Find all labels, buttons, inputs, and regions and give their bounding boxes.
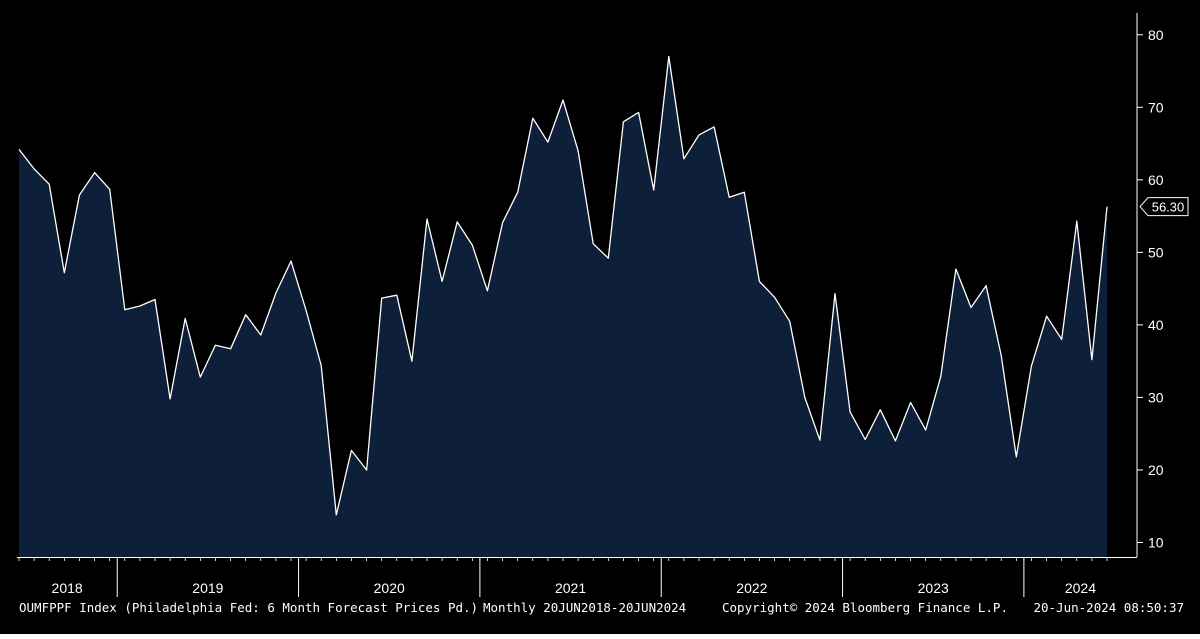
footer-range: Monthly 20JUN2018-20JUN2024 xyxy=(483,600,686,615)
x-year-label: 2019 xyxy=(192,580,223,596)
chart-footer: OUMFPPF Index (Philadelphia Fed: 6 Month… xyxy=(19,600,1184,615)
x-year-label: 2024 xyxy=(1065,580,1096,596)
x-year-label: 2018 xyxy=(52,580,83,596)
y-tick-label: 60 xyxy=(1148,172,1164,188)
y-tick-label: 40 xyxy=(1148,317,1164,333)
last-value-label: 56.30 xyxy=(1152,200,1185,215)
series-area-fill xyxy=(19,56,1107,557)
y-tick-label: 50 xyxy=(1148,244,1164,260)
y-tick-label: 10 xyxy=(1148,534,1164,550)
x-year-label: 2023 xyxy=(918,580,949,596)
y-tick-label: 80 xyxy=(1148,27,1164,43)
footer-ticker: OUMFPPF Index (Philadelphia Fed: 6 Month… xyxy=(19,600,478,615)
y-tick-label: 30 xyxy=(1148,389,1164,405)
x-year-label: 2022 xyxy=(736,580,767,596)
series-line xyxy=(18,55,1108,516)
x-year-label: 2020 xyxy=(374,580,405,596)
footer-timestamp: 20-Jun-2024 08:50:37 xyxy=(1033,600,1184,615)
x-year-label: 2021 xyxy=(555,580,586,596)
x-axis-band xyxy=(17,557,1137,599)
y-tick-label: 70 xyxy=(1148,99,1164,115)
y-axis: 10 20 30 40 50 60 70 80 xyxy=(1136,13,1164,557)
footer-copyright: Copyright© 2024 Bloomberg Finance L.P. xyxy=(722,600,1008,615)
last-value-marker: 56.30 xyxy=(1139,197,1189,217)
area-layer xyxy=(18,55,1108,557)
last-value-flag xyxy=(1139,197,1189,217)
y-tick-label: 20 xyxy=(1148,462,1164,478)
x-axis: 2018 2019 2020 2021 2022 2023 2024 xyxy=(17,557,1137,599)
